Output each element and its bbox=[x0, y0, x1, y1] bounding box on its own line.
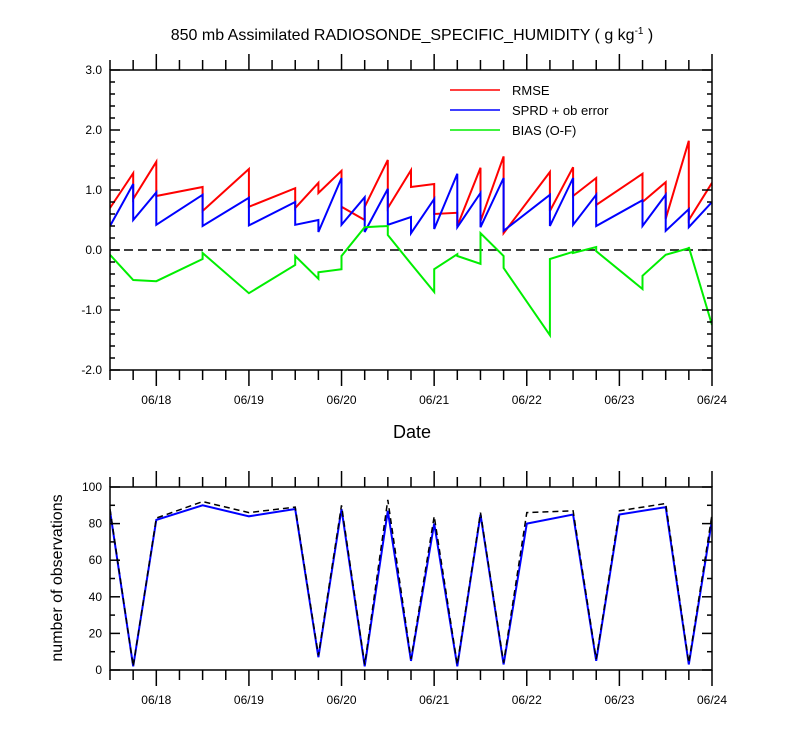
x-tick-label: 06/24 bbox=[697, 393, 727, 407]
y-tick-label: 0.0 bbox=[85, 243, 102, 257]
x-tick-label: 06/23 bbox=[604, 393, 634, 407]
x-tick-label: 06/20 bbox=[327, 393, 357, 407]
x-tick-label: 06/21 bbox=[419, 393, 449, 407]
y-tick-label: -2.0 bbox=[81, 363, 102, 377]
series-line-observations-possible bbox=[110, 499, 712, 667]
x-tick-label: 06/22 bbox=[512, 693, 542, 707]
series-line-rmse bbox=[110, 140, 712, 237]
y-tick-label: 20 bbox=[89, 626, 103, 640]
legend-label: BIAS (O-F) bbox=[512, 123, 576, 138]
x-tick-label: 06/20 bbox=[327, 693, 357, 707]
series-line-bias-o-f bbox=[110, 224, 712, 339]
x-tick-label: 06/24 bbox=[697, 693, 727, 707]
x-tick-label: 06/18 bbox=[141, 693, 171, 707]
chart-title-superscript: -1 bbox=[635, 26, 644, 37]
y-tick-label: 60 bbox=[89, 553, 103, 567]
x-tick-label: 06/18 bbox=[141, 393, 171, 407]
y-tick-label: 2.0 bbox=[85, 123, 102, 137]
series-line-observations-used bbox=[110, 504, 712, 667]
chart-title: 850 mb Assimilated RADIOSONDE_SPECIFIC_H… bbox=[171, 26, 654, 44]
legend: RMSE SPRD + ob error BIAS (O-F) bbox=[450, 83, 609, 138]
series-line-sprd-ob-error bbox=[110, 173, 712, 237]
y-axis-label-observations: number of observations bbox=[49, 494, 66, 661]
top-plot: 3.0 2.0 1.0 0.0 -1.0 -2.0 06/18 06/19 06/20 06/21… bbox=[81, 54, 727, 407]
x-tick-label: 06/19 bbox=[234, 693, 264, 707]
y-tick-label: 1.0 bbox=[85, 183, 102, 197]
legend-label: RMSE bbox=[512, 83, 550, 98]
y-tick-label: 0 bbox=[95, 663, 102, 677]
y-tick-label: 40 bbox=[89, 590, 103, 604]
chart-title-end: ) bbox=[643, 27, 653, 44]
x-tick-label: 06/23 bbox=[604, 693, 634, 707]
x-axis-label: Date bbox=[393, 422, 431, 442]
x-tick-label: 06/22 bbox=[512, 393, 542, 407]
x-tick-label: 06/21 bbox=[419, 693, 449, 707]
y-tick-label: 80 bbox=[89, 517, 103, 531]
y-tick-label: 3.0 bbox=[85, 63, 102, 77]
y-tick-label: 100 bbox=[82, 480, 102, 494]
legend-label: SPRD + ob error bbox=[512, 103, 609, 118]
x-tick-label: 06/19 bbox=[234, 393, 264, 407]
y-tick-label: -1.0 bbox=[81, 303, 102, 317]
bottom-plot: 100 80 60 40 20 0 06/18 06/19 06/20 06/21 06/22 06/… bbox=[82, 471, 727, 707]
